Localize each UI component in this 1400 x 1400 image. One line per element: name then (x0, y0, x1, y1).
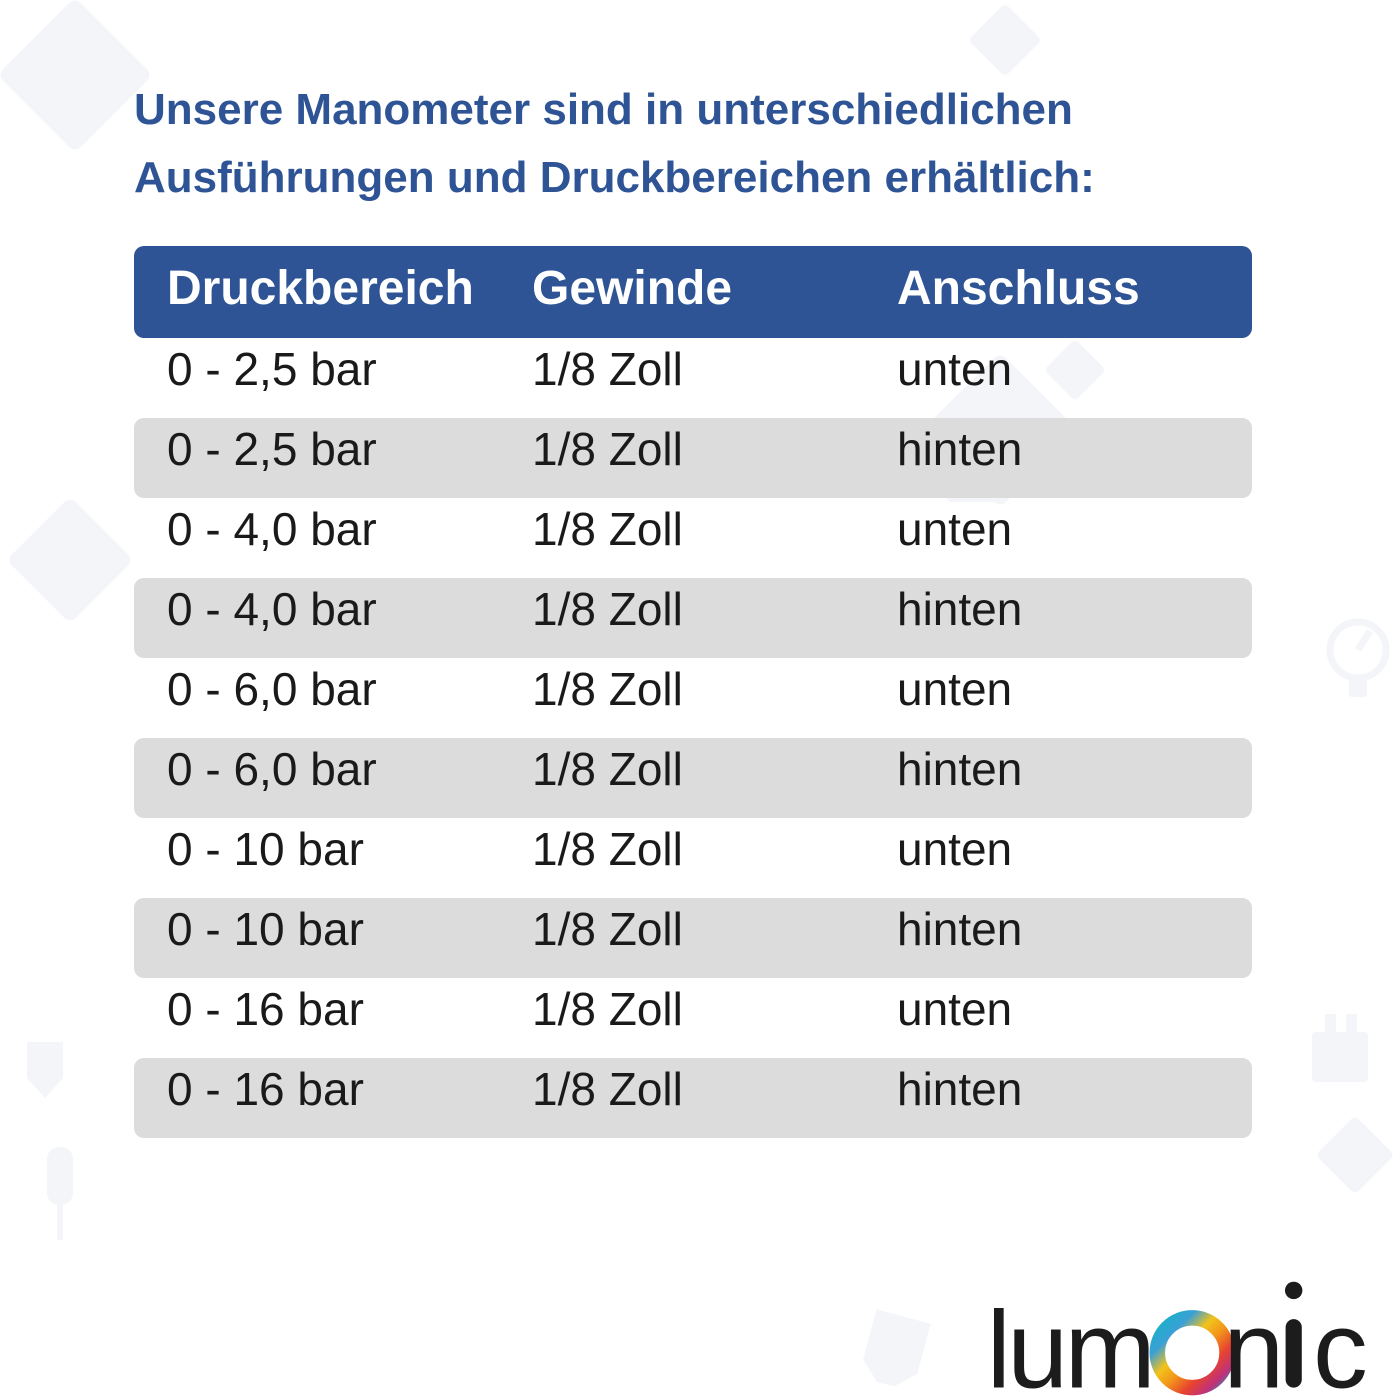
svg-text:lum: lum (987, 1290, 1152, 1400)
svg-text:n: n (1223, 1290, 1280, 1400)
svg-text:c: c (1313, 1290, 1368, 1400)
